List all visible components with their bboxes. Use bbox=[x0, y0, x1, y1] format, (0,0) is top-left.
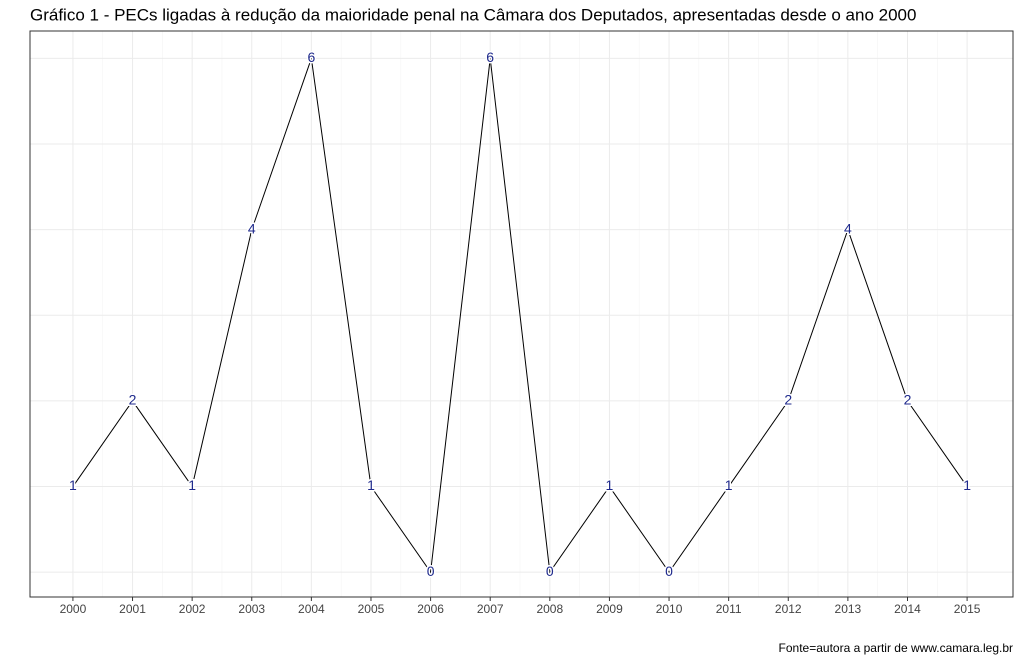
data-label: 2 bbox=[129, 392, 137, 408]
data-label: 1 bbox=[188, 477, 196, 493]
x-tick-label: 2008 bbox=[536, 602, 563, 616]
x-tick-label: 2002 bbox=[179, 602, 206, 616]
x-tick-label: 2001 bbox=[119, 602, 146, 616]
x-tick-label: 2006 bbox=[417, 602, 444, 616]
x-tick-label: 2013 bbox=[835, 602, 862, 616]
data-label: 1 bbox=[69, 477, 77, 493]
x-tick-label: 2004 bbox=[298, 602, 325, 616]
x-tick-label: 2000 bbox=[60, 602, 87, 616]
data-label: 1 bbox=[367, 477, 375, 493]
data-label: 2 bbox=[784, 392, 792, 408]
x-tick-label: 2011 bbox=[716, 602, 742, 616]
data-label: 6 bbox=[486, 49, 494, 65]
data-label: 6 bbox=[307, 49, 315, 65]
x-tick-label: 2010 bbox=[656, 602, 683, 616]
line bbox=[72, 58, 968, 574]
x-tick-label: 2003 bbox=[238, 602, 265, 616]
data-label: 0 bbox=[665, 563, 673, 579]
data-label: 4 bbox=[844, 220, 852, 236]
data-label: 0 bbox=[546, 563, 554, 579]
x-tick-label: 2009 bbox=[596, 602, 623, 616]
x-tick-label: 2014 bbox=[894, 602, 921, 616]
plot-border bbox=[29, 30, 1014, 598]
data-label: 1 bbox=[963, 477, 971, 493]
data-label: 0 bbox=[427, 563, 435, 579]
x-tick-label: 2012 bbox=[775, 602, 802, 616]
chart-title: Gráfico 1 - PECs ligadas à redução da ma… bbox=[30, 5, 916, 24]
caption: Fonte=autora a partir de www.camara.leg.… bbox=[779, 641, 1013, 655]
x-tick-label: 2005 bbox=[358, 602, 385, 616]
x-tick-label: 2015 bbox=[954, 602, 981, 616]
data-label: 1 bbox=[606, 477, 614, 493]
data-label: 4 bbox=[248, 220, 256, 236]
data-label: 2 bbox=[904, 392, 912, 408]
x-tick-label: 2007 bbox=[477, 602, 504, 616]
data-label: 1 bbox=[725, 477, 733, 493]
